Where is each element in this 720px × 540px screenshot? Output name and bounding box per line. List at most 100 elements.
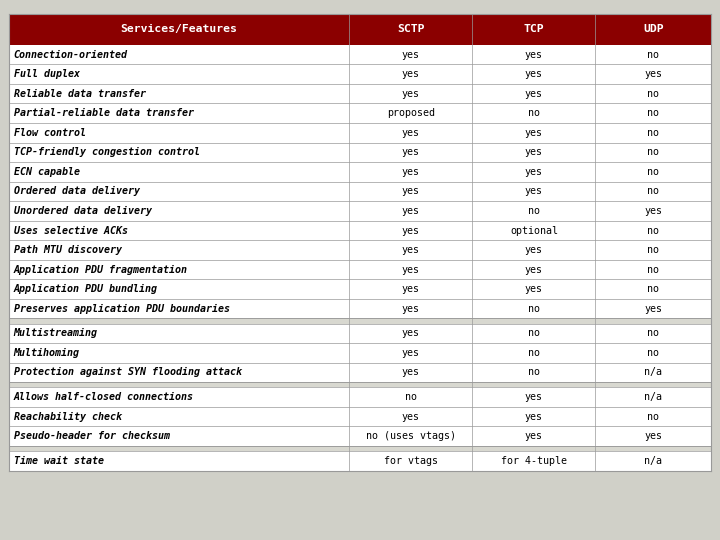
Text: yes: yes xyxy=(644,69,662,79)
Bar xyxy=(9,64,711,84)
Text: no: no xyxy=(647,50,660,59)
Text: for vtags: for vtags xyxy=(384,456,438,466)
Text: Time wait state: Time wait state xyxy=(14,456,104,466)
Text: Pseudo-header for checksum: Pseudo-header for checksum xyxy=(14,431,170,441)
Text: no: no xyxy=(647,411,660,422)
Bar xyxy=(9,382,711,387)
Text: Reachability check: Reachability check xyxy=(14,411,122,422)
Text: n/a: n/a xyxy=(644,368,662,377)
Text: no: no xyxy=(647,284,660,294)
Text: no: no xyxy=(528,328,540,339)
Bar xyxy=(9,240,711,260)
Text: yes: yes xyxy=(525,431,543,441)
Text: Partial-reliable data transfer: Partial-reliable data transfer xyxy=(14,108,194,118)
Text: yes: yes xyxy=(402,284,420,294)
Text: no: no xyxy=(647,245,660,255)
Text: Flow control: Flow control xyxy=(14,128,86,138)
Text: no: no xyxy=(647,89,660,99)
Text: Multihoming: Multihoming xyxy=(14,348,80,358)
Text: no: no xyxy=(647,226,660,235)
Bar xyxy=(9,260,711,279)
Text: no: no xyxy=(647,265,660,275)
Bar xyxy=(9,363,711,382)
Text: no: no xyxy=(528,108,540,118)
Bar xyxy=(9,84,711,104)
Text: Protection against SYN flooding attack: Protection against SYN flooding attack xyxy=(14,368,242,377)
Bar xyxy=(9,319,711,323)
Text: Application PDU fragmentation: Application PDU fragmentation xyxy=(14,265,188,275)
Bar xyxy=(9,279,711,299)
Bar xyxy=(9,407,711,427)
Text: yes: yes xyxy=(402,411,420,422)
Bar xyxy=(9,343,711,363)
Bar xyxy=(9,162,711,181)
Text: yes: yes xyxy=(402,186,420,197)
Text: yes: yes xyxy=(402,147,420,157)
Text: no: no xyxy=(528,348,540,358)
Text: n/a: n/a xyxy=(644,392,662,402)
Text: yes: yes xyxy=(525,284,543,294)
Bar xyxy=(9,123,711,143)
Text: no: no xyxy=(647,348,660,358)
Text: TCP: TCP xyxy=(523,24,544,34)
Text: Multistreaming: Multistreaming xyxy=(14,328,98,339)
Text: no: no xyxy=(647,108,660,118)
Bar xyxy=(9,45,711,64)
Bar xyxy=(9,104,711,123)
Bar xyxy=(9,14,711,471)
Text: no: no xyxy=(647,186,660,197)
Text: yes: yes xyxy=(402,89,420,99)
Text: no: no xyxy=(528,206,540,216)
Text: yes: yes xyxy=(402,226,420,235)
Text: yes: yes xyxy=(402,368,420,377)
Text: TCP-friendly congestion control: TCP-friendly congestion control xyxy=(14,147,199,157)
Text: yes: yes xyxy=(525,128,543,138)
Text: yes: yes xyxy=(402,265,420,275)
Text: no: no xyxy=(528,303,540,314)
Bar xyxy=(9,387,711,407)
Text: yes: yes xyxy=(525,186,543,197)
Text: Reliable data transfer: Reliable data transfer xyxy=(14,89,145,99)
Text: no (uses vtags): no (uses vtags) xyxy=(366,431,456,441)
Text: Unordered data delivery: Unordered data delivery xyxy=(14,206,152,216)
Text: optional: optional xyxy=(510,226,558,235)
Bar xyxy=(9,143,711,162)
Text: SCTP: SCTP xyxy=(397,24,425,34)
Text: yes: yes xyxy=(525,392,543,402)
Text: Services/Features: Services/Features xyxy=(121,24,238,34)
Text: Full duplex: Full duplex xyxy=(14,69,80,79)
Bar xyxy=(9,201,711,221)
Text: for 4-tuple: for 4-tuple xyxy=(501,456,567,466)
Text: proposed: proposed xyxy=(387,108,435,118)
Text: yes: yes xyxy=(402,303,420,314)
Text: UDP: UDP xyxy=(643,24,664,34)
Text: yes: yes xyxy=(525,411,543,422)
Text: yes: yes xyxy=(525,245,543,255)
Text: no: no xyxy=(647,147,660,157)
Text: no: no xyxy=(647,328,660,339)
Text: yes: yes xyxy=(644,206,662,216)
Text: yes: yes xyxy=(402,69,420,79)
Text: no: no xyxy=(647,167,660,177)
Text: yes: yes xyxy=(402,128,420,138)
Bar xyxy=(9,299,711,319)
Text: yes: yes xyxy=(525,167,543,177)
Text: yes: yes xyxy=(525,69,543,79)
Text: Ordered data delivery: Ordered data delivery xyxy=(14,186,140,197)
Bar xyxy=(9,181,711,201)
Text: Uses selective ACKs: Uses selective ACKs xyxy=(14,226,127,235)
Text: yes: yes xyxy=(644,303,662,314)
Bar xyxy=(9,451,711,471)
Bar xyxy=(9,221,711,240)
Text: Application PDU bundling: Application PDU bundling xyxy=(14,284,158,294)
Text: Preserves application PDU boundaries: Preserves application PDU boundaries xyxy=(14,303,230,314)
Text: yes: yes xyxy=(402,328,420,339)
Text: n/a: n/a xyxy=(644,456,662,466)
Bar xyxy=(9,427,711,446)
Bar xyxy=(9,14,711,45)
Bar xyxy=(9,446,711,451)
Text: Path MTU discovery: Path MTU discovery xyxy=(14,245,122,255)
Text: yes: yes xyxy=(644,431,662,441)
Text: no: no xyxy=(528,368,540,377)
Text: Connection-oriented: Connection-oriented xyxy=(14,50,127,59)
